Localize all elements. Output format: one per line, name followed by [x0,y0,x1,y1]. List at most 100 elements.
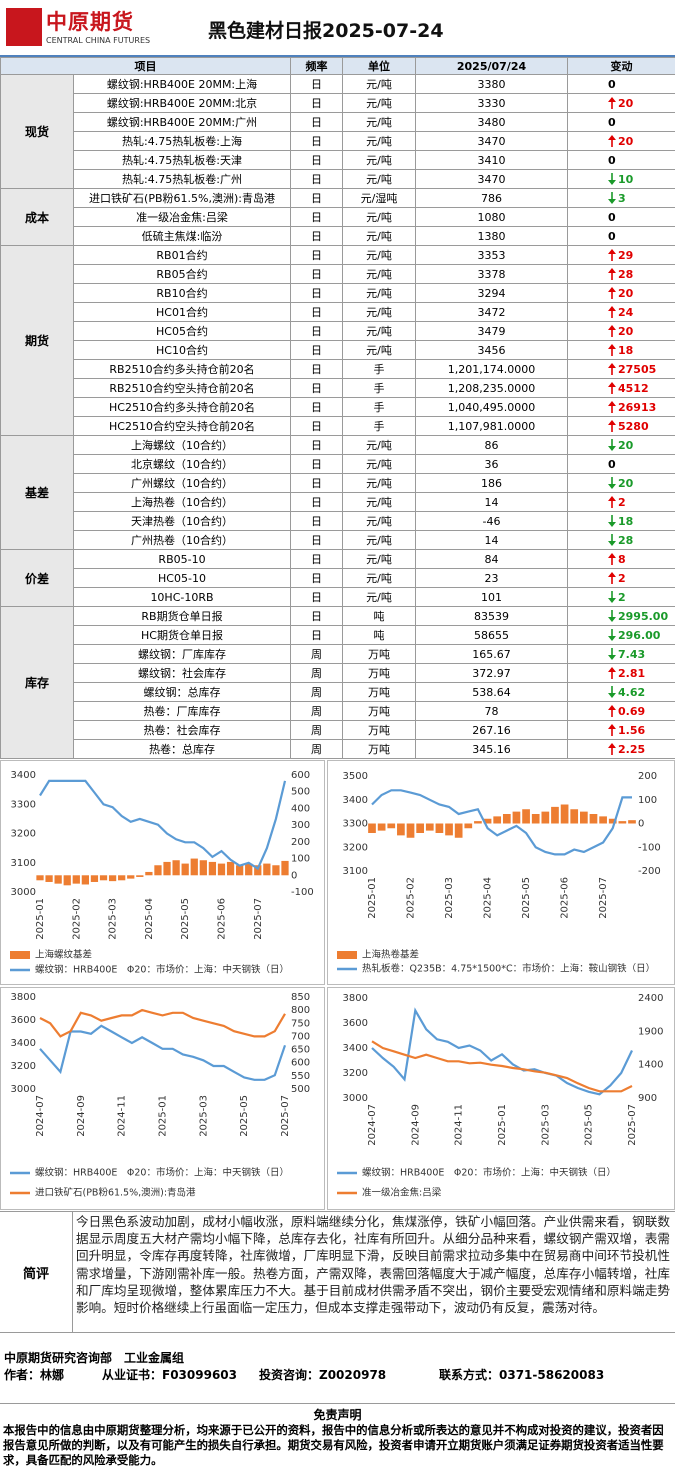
bar [108,875,117,882]
cell-item: RB05合约 [73,264,291,284]
cell-change: 2.81 [567,663,675,683]
cell-unit: 万吨 [342,720,416,740]
bar [45,875,53,882]
table-row: HC2510合约多头持仓前20名日手 1,040,495.0000 26913 [1,397,675,417]
change-value: 27505 [618,362,657,376]
cell-value: 1,040,495.0000 [415,397,568,417]
cell-freq: 日 [290,264,343,284]
cell-unit: 手 [342,378,416,398]
cell-value: 78 [415,701,568,721]
y2-tick-label: 200 [638,771,657,782]
cell-freq: 日 [290,568,343,588]
bar [580,811,588,824]
cell-freq: 日 [290,340,343,360]
bar [199,860,207,876]
line [371,1007,633,1096]
group-label: 现货 [0,74,74,189]
data-table: 项目 频率 单位 2025/07/24 变动 现货 螺纹钢:HRB400E 20M… [0,57,675,759]
table-row: 螺纹钢：厂库库存周万吨 165.67 7.43 [1,644,675,664]
change-arrow [608,552,616,565]
change-value: 26913 [618,400,657,414]
x-tick-label: 2025-03 [540,1104,551,1146]
cell-change: 18 [567,340,675,360]
x-tick-label: 2025-06 [216,898,227,940]
table-row: 热轧:4.75热轧板卷:上海日元/吨 3470 20 [1,131,675,151]
y2-tick-label: 0 [291,870,297,881]
cell-value: 3456 [415,340,568,360]
bar [608,818,617,824]
cell-change: 296.00 [567,625,675,645]
cell-change: 20 [567,283,675,303]
change-arrow [608,571,616,584]
table-row: 螺纹钢:HRB400E 20MM:广州日元/吨 3480 0 [1,112,675,132]
cell-value: 23 [415,568,568,588]
x-tick-label: 2025-05 [584,1104,595,1146]
cell-unit: 元/吨 [342,549,416,569]
author: 作者：林娜 [4,1368,65,1382]
y-tick-label: 3800 [11,992,36,1003]
cell-change: 20 [567,93,675,113]
table-row: HC01合约日元/吨 3472 24 [1,302,675,322]
y2-tick-label: 900 [638,1093,657,1104]
cell-item: RB01合约 [73,245,291,265]
cell-unit: 手 [342,359,416,379]
cell-unit: 元/吨 [342,321,416,341]
cell-item: 螺纹钢：总库存 [73,682,291,702]
arrow-head [608,343,616,349]
cell-freq: 日 [290,530,343,550]
change-value: 4512 [618,381,649,395]
cell-item: 热轧:4.75热轧板卷:上海 [73,131,291,151]
change-arrow [608,248,616,261]
cell-item: 广州热卷（10合约） [73,530,291,550]
y2-tick-label: 550 [291,1071,310,1082]
cell-item: 进口铁矿石(PB粉61.5%,澳洲):青岛港 [73,188,291,208]
table-row: HC2510合约空头持仓前20名日手 1,107,981.0000 5280 [1,416,675,436]
y2-tick-label: 500 [291,1084,310,1095]
commentary: 简评 今日黑色系波动加剧，成材小幅收涨，原料端继续分化，焦煤涨停，铁矿小幅回落。… [0,1211,675,1333]
cell-change: 8 [567,549,675,569]
cell-item: HC05-10 [73,568,291,588]
cell-unit: 元/吨 [342,74,416,94]
cell-value: 3380 [415,74,568,94]
legend-label: 进口铁矿石(PB粉61.5%,澳洲):青岛港 [35,1187,196,1199]
cell-change: 7.43 [567,644,675,664]
cell-item: RB2510合约空头持仓前20名 [73,378,291,398]
y-tick-label: 3000 [343,1093,368,1104]
cell-change: 28 [567,264,675,284]
change-value: 29 [618,248,634,262]
cell-unit: 元/吨 [342,93,416,113]
bar [397,823,405,836]
cell-freq: 日 [290,74,343,94]
y2-tick-label: 650 [291,1045,310,1056]
col-header: 单位 [342,57,416,75]
table-row: 10HC-10RB 日元/吨 101 2 [1,587,675,607]
bar [377,823,386,831]
bar [72,875,80,884]
cell-unit: 元/吨 [342,302,416,322]
disclaimer-text: 本报告中的信息由中原期货整理分析，均来源于已公开的资料，报告中的信息分析或所表达… [3,1423,664,1467]
change-value: 18 [618,514,634,528]
y-tick-label: 3300 [343,819,368,830]
change-arrow [608,400,616,413]
change-arrow [608,381,616,394]
cell-value: 3470 [415,169,568,189]
x-tick-label: 2025-05 [180,898,191,940]
line [39,1008,286,1038]
cell-item: RB10合约 [73,283,291,303]
cell-item: 热卷：社会库存 [73,720,291,740]
y-tick-label: 3400 [343,1043,368,1054]
y2-tick-label: 0 [638,819,644,830]
cell-value: 14 [415,492,568,512]
change-value: 0 [608,115,616,129]
arrow-head [608,666,616,672]
line [39,1024,287,1081]
cell-item: 螺纹钢：厂库库存 [73,644,291,664]
change-value: 5280 [618,419,649,433]
cell-change: 2995.00 [567,606,675,626]
cell-change: 2.25 [567,739,675,759]
cert: 从业证书：F03099603 [102,1368,237,1382]
change-arrow [608,685,616,698]
y2-tick-label: 300 [291,820,310,831]
y2-tick-label: 800 [291,1005,310,1016]
disclaimer: 免责声明 本报告中的信息由中原期货整理分析，均来源于已公开的资料，报告中的信息分… [0,1403,675,1473]
